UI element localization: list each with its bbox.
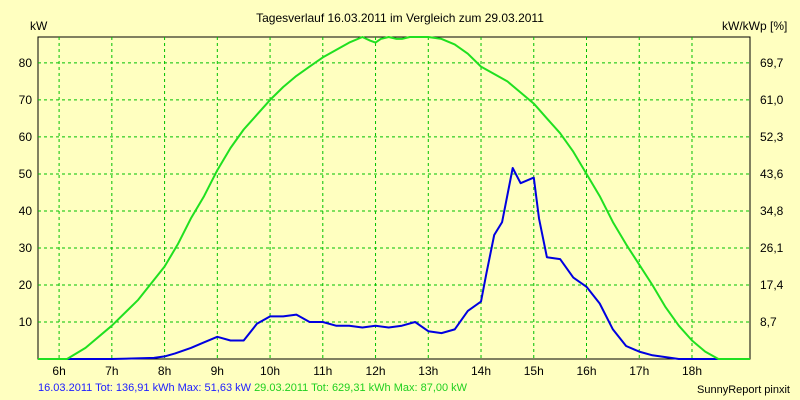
- y-right-tick-label: 26,1: [760, 241, 784, 255]
- x-tick-label: 18h: [682, 364, 702, 378]
- chart-svg: 6h 7h 8h 9h 10h 11h 12h 13h 14h 15h 16h 17h 18h 10 20…: [19, 11, 788, 378]
- x-tick-label: 13h: [418, 364, 438, 378]
- y-right-tick-label: 69,7: [760, 56, 784, 70]
- grid: [38, 37, 750, 359]
- legend-series-1: 16.03.2011 Tot: 136,91 kWh Max: 51,63 kW: [38, 382, 251, 394]
- x-tick-label: 12h: [366, 364, 386, 378]
- series-line-1: [38, 167, 750, 360]
- y-left-tick-label: 30: [19, 241, 33, 255]
- y-axis-left-label: kW: [30, 19, 48, 33]
- x-tick-label: 7h: [105, 364, 118, 378]
- x-tick-label: 17h: [629, 364, 649, 378]
- x-tick-label: 15h: [524, 364, 544, 378]
- y-left-tick-label: 70: [19, 93, 33, 107]
- y-right-tick-label: 61,0: [760, 93, 784, 107]
- y-axis-right-label: kW/kWp [%]: [722, 19, 787, 33]
- x-axis-ticks: 6h 7h 8h 9h 10h 11h 12h 13h 14h 15h 16h 17h 18h: [52, 364, 702, 378]
- y-left-tick-label: 60: [19, 130, 33, 144]
- brand-footer: SunnyReport pinxit: [697, 384, 790, 396]
- y-left-tick-label: 80: [19, 56, 33, 70]
- plot-area: [37, 36, 751, 360]
- y-right-tick-label: 17,4: [760, 278, 784, 292]
- x-tick-label: 16h: [576, 364, 596, 378]
- legend: 16.03.2011 Tot: 136,91 kWh Max: 51,63 kW…: [38, 382, 467, 394]
- series-line-2: [38, 36, 750, 360]
- y-right-tick-label: 43,6: [760, 167, 784, 181]
- series-lines: [38, 36, 750, 360]
- y-axis-right-ticks: 8,7 17,4 26,1 34,8 43,6 52,3 61,0 69,7: [760, 56, 784, 329]
- y-right-tick-label: 52,3: [760, 130, 784, 144]
- chart-title: Tagesverlauf 16.03.2011 im Vergleich zum…: [256, 11, 544, 25]
- x-tick-label: 14h: [471, 364, 491, 378]
- legend-series-2: 29.03.2011 Tot: 629,31 kWh Max: 87,00 kW: [254, 382, 468, 394]
- y-left-tick-label: 50: [19, 167, 33, 181]
- y-right-tick-label: 8,7: [760, 315, 777, 329]
- y-left-tick-label: 10: [19, 315, 33, 329]
- y-axis-left-ticks: 10 20 30 40 50 60 70 80: [19, 56, 33, 329]
- y-right-tick-label: 34,8: [760, 204, 784, 218]
- x-tick-label: 10h: [260, 364, 280, 378]
- x-tick-label: 9h: [211, 364, 224, 378]
- x-tick-label: 8h: [158, 364, 171, 378]
- y-left-tick-label: 20: [19, 278, 33, 292]
- x-tick-label: 6h: [52, 364, 65, 378]
- y-left-tick-label: 40: [19, 204, 33, 218]
- x-tick-label: 11h: [313, 364, 332, 378]
